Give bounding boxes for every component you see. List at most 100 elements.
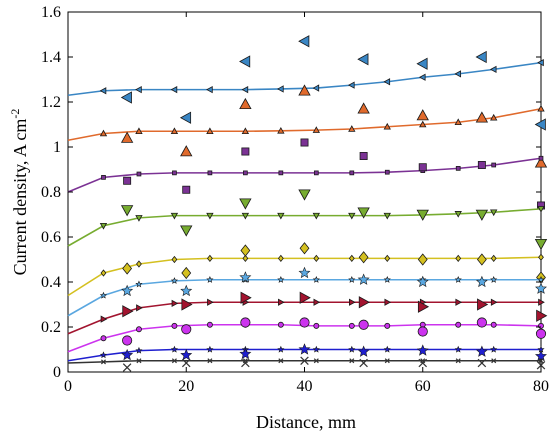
series-4-point — [180, 225, 193, 237]
series-7-point — [299, 291, 311, 304]
series-2-point — [180, 145, 193, 157]
series-6-point — [535, 282, 547, 294]
series-9-point — [357, 345, 370, 357]
series-10-point — [300, 356, 309, 366]
series-9-point — [475, 345, 488, 357]
series-2-fit-marker — [312, 126, 321, 133]
series-5-point — [417, 253, 428, 266]
series-3-fit-marker — [313, 170, 319, 176]
series-9-fit-marker — [454, 345, 462, 353]
series-7-fit-marker — [538, 298, 545, 306]
series-3-fit-marker — [207, 170, 213, 176]
series-6-fit-marker — [277, 275, 285, 283]
series-5-fit-marker — [242, 254, 249, 263]
series-5-fit-marker — [206, 254, 213, 263]
series-2-point — [239, 97, 252, 110]
series-3-fit-marker — [349, 170, 355, 176]
series-6 — [67, 266, 547, 317]
series-2-fit-line — [67, 107, 542, 142]
series-4-point — [120, 205, 134, 217]
series-5-point — [240, 244, 251, 257]
series-6-fit-marker — [170, 277, 179, 284]
series-3-fit-marker — [491, 162, 497, 168]
series-8-fit-line — [67, 323, 542, 353]
tick-layer: 0 20 40 60 80 0 0.2 0.4 0.6 0.8 1 1.2 1.4 1.6 — [41, 4, 549, 395]
series-8 — [67, 317, 547, 353]
series-1-fit-marker — [241, 85, 249, 94]
series-4-point — [416, 209, 429, 221]
series-1-point — [120, 91, 132, 104]
series-3-point — [182, 185, 191, 194]
series-1-point — [357, 53, 369, 66]
series-4-fit-line — [67, 208, 542, 247]
series-2-point — [298, 84, 311, 96]
series-2-fit-marker — [348, 125, 356, 132]
y-tick-label: 1 — [53, 139, 61, 156]
series-4-fit-marker — [383, 212, 391, 220]
series-4-fit-marker — [99, 222, 108, 230]
x-tick-label: 80 — [533, 378, 549, 395]
series-1-point — [298, 35, 310, 48]
series-7-point — [417, 300, 430, 313]
series-2-fit-marker — [537, 104, 545, 112]
series-4-fit-marker — [312, 212, 321, 220]
series-7-fit-marker — [100, 315, 108, 323]
y-axis-title: Current density, A cm-2 — [8, 109, 30, 276]
series-1-fit-marker — [489, 65, 497, 74]
series-8-fit-marker — [100, 335, 107, 342]
series-6-fit-marker — [206, 275, 214, 283]
series-9-fit-line — [67, 348, 541, 362]
series-1-point — [179, 111, 192, 124]
series-5-point — [299, 242, 310, 255]
series-3-fit-marker — [384, 169, 390, 175]
series-2-fit-marker — [419, 120, 427, 128]
series-10-point — [122, 363, 132, 372]
series-1-fit-marker — [312, 84, 320, 92]
series-3-point — [359, 152, 368, 160]
series-1-fit-marker — [418, 73, 426, 81]
series-5-point — [476, 253, 487, 266]
series-8-fit-marker — [171, 322, 178, 329]
x-tick-label: 20 — [178, 378, 194, 395]
x-tick-label: 40 — [297, 378, 313, 395]
series-9-fit-marker — [206, 345, 214, 353]
series-8-fit-marker — [277, 321, 284, 328]
y-tick-label: 0.6 — [41, 229, 61, 246]
series-10-fit-marker — [278, 358, 284, 364]
series-6-point — [180, 284, 193, 297]
series-5 — [67, 242, 546, 297]
series-2-fit-marker — [490, 113, 498, 121]
x-tick-label: 0 — [64, 378, 72, 395]
series-7-point — [477, 298, 489, 311]
series-3-point — [418, 163, 427, 172]
series-1 — [67, 35, 546, 131]
series-3-point — [241, 147, 250, 156]
x-tick-label: 60 — [415, 378, 431, 395]
series-4-point — [298, 189, 311, 201]
series-4-fit-marker — [348, 212, 356, 220]
series-7-fit-marker — [384, 298, 392, 306]
x-axis-title: Distance, mm — [256, 412, 356, 432]
series-4-fit-marker — [490, 209, 498, 217]
series-10-fit-marker — [100, 359, 106, 365]
series-8-fit-marker — [348, 322, 355, 329]
series-3-fit-marker — [538, 155, 544, 161]
series-10-fit-marker — [384, 358, 390, 364]
series-layer — [67, 35, 548, 372]
series-2-fit-marker — [99, 129, 108, 137]
series-4-point — [239, 198, 252, 210]
series-9-fit-marker — [170, 345, 179, 353]
series-4-fit-marker — [135, 215, 143, 222]
series-6-fit-marker — [454, 275, 462, 283]
series-7-fit-marker — [171, 299, 179, 308]
series-2-fit-marker — [454, 118, 462, 126]
series-6-fit-marker — [383, 275, 391, 283]
series-2-point — [534, 156, 548, 168]
series-1-point — [239, 55, 251, 68]
series-6-point — [475, 275, 488, 288]
series-1-point — [475, 50, 487, 64]
series-2-fit-marker — [206, 127, 214, 135]
series-6-point — [416, 275, 429, 288]
series-9-fit-marker — [135, 346, 143, 354]
y-tick-label: 0 — [53, 364, 61, 381]
